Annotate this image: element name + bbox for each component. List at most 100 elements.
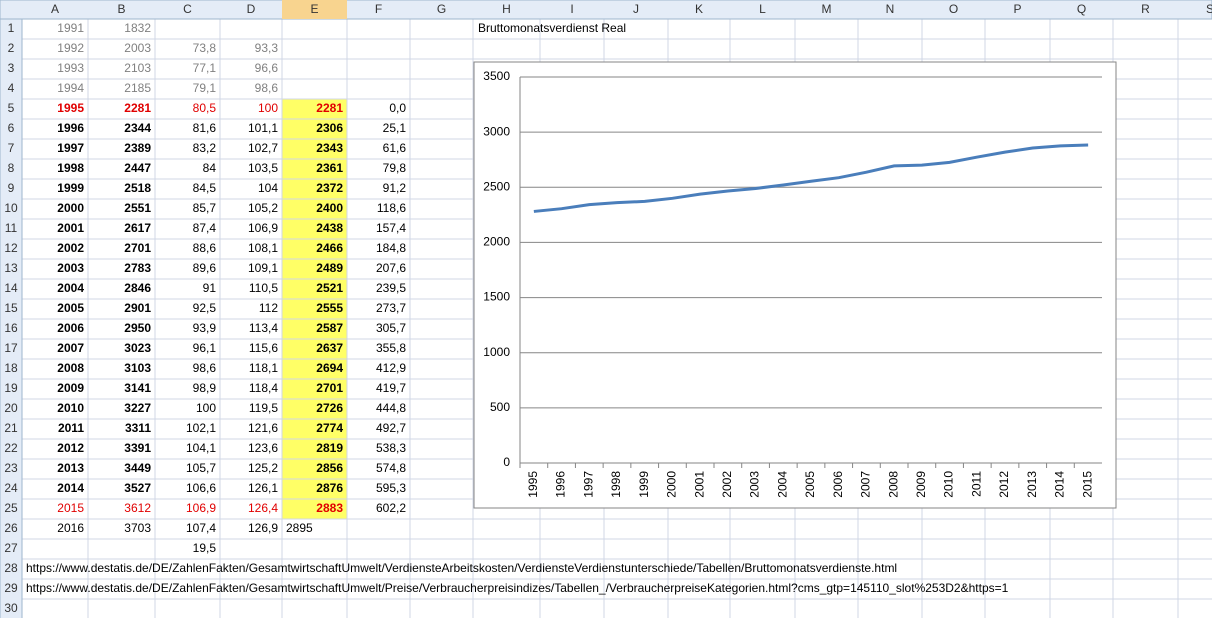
cell: 2003 [124,41,151,55]
row-header: 30 [4,601,18,615]
row-header: 22 [4,441,18,455]
cell: 83,2 [193,141,217,155]
chart-title: Bruttomonatsverdienst Real [478,21,626,35]
cell: 2344 [124,121,151,135]
cell: 105,7 [186,461,216,475]
cell: https://www.destatis.de/DE/ZahlenFakten/… [26,561,897,575]
column-header: N [886,2,895,16]
chart-area [473,61,1117,509]
cell: 2000 [57,201,84,215]
column-header: Q [1077,2,1086,16]
cell: 273,7 [376,301,406,315]
cell: 126,4 [248,501,278,515]
cell: https://www.destatis.de/DE/ZahlenFakten/… [26,581,1009,595]
cell: 105,2 [248,201,278,215]
cell: 2002 [57,241,84,255]
cell: 126,1 [248,481,278,495]
y-tick-label: 1500 [483,290,510,304]
row-header: 18 [4,361,18,375]
cell: 207,6 [376,261,406,275]
y-tick-label: 3000 [483,124,510,138]
cell: 73,8 [193,41,217,55]
cell: 1991 [57,21,84,35]
y-tick-label: 0 [503,455,510,469]
cell: 19,5 [193,541,217,555]
cell: 84,5 [193,181,217,195]
cell: 2185 [124,81,151,95]
cell: 79,1 [193,81,217,95]
cell: 2281 [124,101,151,115]
x-tick-label: 2001 [692,471,706,498]
row-header: 13 [4,261,18,275]
cell: 3703 [124,521,151,535]
column-header: B [117,2,125,16]
cell: 2438 [316,221,343,235]
column-header: A [51,2,59,16]
cell: 2846 [124,281,151,295]
row-header: 23 [4,461,18,475]
cell: 84 [203,161,217,175]
cell: 419,7 [376,381,406,395]
cell: 492,7 [376,421,406,435]
x-tick-label: 1996 [554,471,568,498]
cell: 2521 [316,281,343,295]
cell: 2856 [316,461,343,475]
row-header: 20 [4,401,18,415]
column-header: O [949,2,958,16]
cell: 115,6 [249,341,278,355]
cell: 118,1 [249,361,278,375]
cell: 98,6 [255,81,279,95]
cell: 2343 [316,141,343,155]
cell: 25,1 [383,121,407,135]
cell: 1832 [124,21,151,35]
cell: 2901 [124,301,151,315]
cell: 93,9 [193,321,217,335]
selected-column-header [282,0,347,19]
line [533,143,1089,213]
row-header: 29 [4,581,18,595]
x-tick-label: 2008 [886,471,900,498]
cell: 2281 [316,101,343,115]
cell: 602,2 [376,501,406,515]
cell: 2701 [316,381,343,395]
cell: 87,4 [193,221,217,235]
cell: 2003 [57,261,84,275]
cell: 305,7 [376,321,406,335]
x-tick-label: 2005 [803,471,817,498]
row-header: 16 [4,321,18,335]
cell: 2016 [57,521,84,535]
x-tick-label: 2012 [997,471,1011,498]
cell: 101,1 [248,121,278,135]
y-tick-label: 500 [490,400,510,414]
cell: 126,9 [248,521,278,535]
cell: 2783 [124,261,151,275]
row-header: 6 [8,121,15,135]
cell: 108,1 [248,241,278,255]
y-tick-label: 2500 [483,179,510,193]
cell: 2013 [57,461,84,475]
x-tick-label: 2011 [969,471,983,497]
column-header: S [1206,2,1212,16]
cell: 88,6 [193,241,217,255]
column-header-bar [0,0,1212,20]
row-header: 1 [8,21,15,35]
cell: 1999 [57,181,84,195]
cell: 1992 [57,41,84,55]
cell: 100 [196,401,216,415]
cell: 98,9 [193,381,217,395]
x-tick-label: 2006 [831,471,845,498]
cell: 538,3 [376,441,406,455]
row-header: 11 [5,221,18,235]
row-header: 19 [4,381,18,395]
cell: 3612 [124,501,151,515]
cell: 2014 [57,481,84,495]
row-header: 28 [4,561,18,575]
cell: 2005 [57,301,84,315]
cell: 96,6 [255,61,279,75]
cell: 2009 [57,381,84,395]
cell: 3227 [124,401,151,415]
column-header: H [502,2,511,16]
cell: 2008 [57,361,84,375]
column-header: G [437,2,446,16]
